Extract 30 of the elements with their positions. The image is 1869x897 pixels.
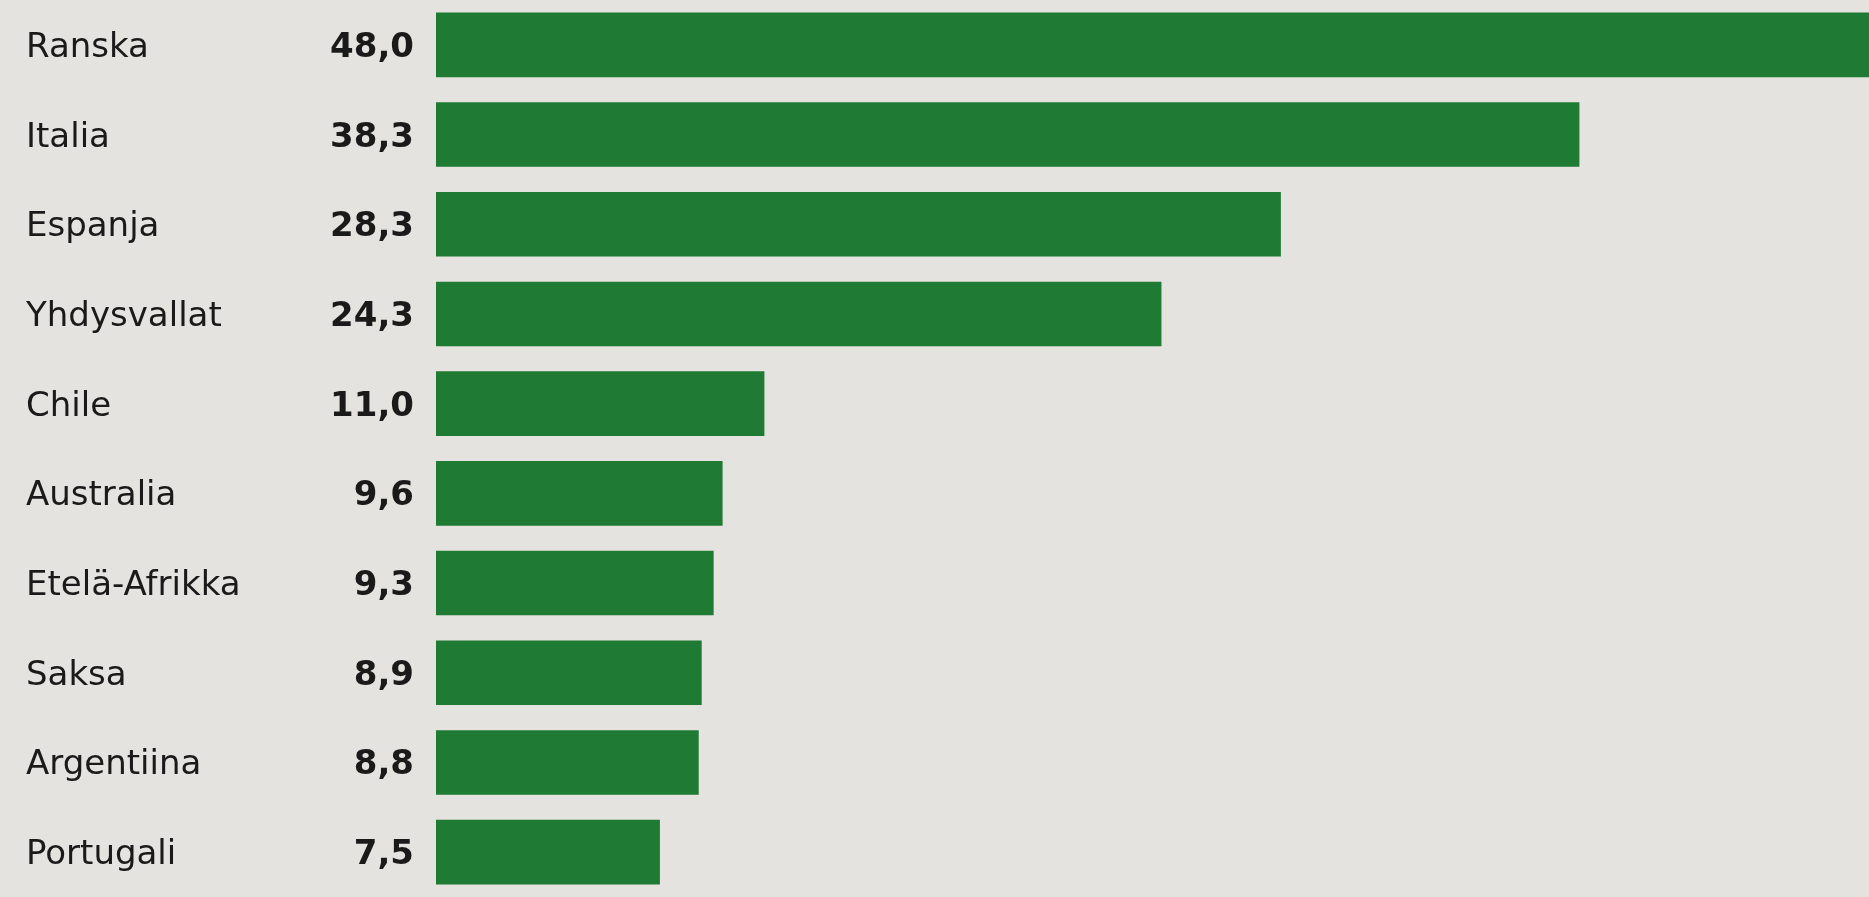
y-tick-label: Italia (26, 114, 110, 155)
data-label: 38,3 (330, 114, 414, 155)
bar (436, 12, 1869, 78)
data-label: 9,3 (353, 563, 414, 604)
bar (436, 730, 699, 795)
y-tick-label: Australia (26, 473, 177, 514)
y-tick-label: Saksa (26, 652, 127, 693)
y-tick-label: Ranska (26, 24, 149, 65)
data-label: 24,3 (330, 293, 414, 334)
bar (436, 640, 702, 706)
data-label: 8,8 (353, 742, 414, 783)
y-tick-label: Portugali (26, 832, 177, 873)
bar (436, 550, 714, 616)
y-tick-label: Espanja (26, 204, 160, 245)
y-tick-label: Etelä-Afrikka (26, 563, 241, 604)
data-label: 28,3 (330, 204, 414, 245)
data-label: 8,9 (353, 652, 414, 693)
bar (436, 371, 765, 436)
data-label: 48,0 (330, 24, 414, 65)
y-tick-label: Argentiina (26, 742, 202, 783)
bar (436, 102, 1580, 167)
bar (436, 281, 1162, 347)
y-tick-label: Yhdysvallat (25, 293, 222, 334)
bar (436, 461, 723, 526)
bar (436, 191, 1281, 257)
data-label: 9,6 (353, 473, 414, 514)
data-label: 11,0 (330, 383, 414, 424)
bar (436, 819, 660, 885)
y-tick-label: Chile (26, 383, 112, 424)
data-label: 7,5 (353, 832, 414, 873)
